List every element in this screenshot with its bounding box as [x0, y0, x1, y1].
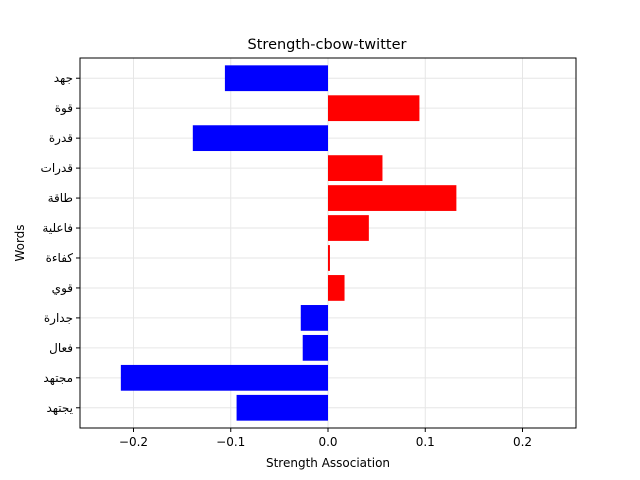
x-tick-label: 0.1 [416, 435, 435, 449]
x-axis-ticks: −0.2 −0.1 0.0 0.1 0.2 [119, 428, 532, 449]
y-tick-label: فعال [49, 341, 73, 355]
x-tick-label: 0.0 [318, 435, 337, 449]
y-tick-label: قوي [52, 281, 73, 296]
x-tick-label: −0.1 [216, 435, 245, 449]
y-axis-ticks: جهد قوة قدرة قدرات طاقة فاعلية كفاءة قوي جدارة فع… [41, 71, 80, 415]
y-tick-label: جدارة [44, 311, 73, 326]
bar [300, 305, 328, 331]
bar [328, 275, 345, 301]
bar [302, 334, 328, 361]
bar [328, 245, 330, 271]
y-axis-label: Words [13, 224, 27, 261]
bar [328, 215, 369, 241]
bar [120, 364, 328, 391]
x-tick-label: −0.2 [119, 435, 148, 449]
y-tick-label: طاقة [48, 191, 73, 205]
bar [328, 185, 457, 211]
y-tick-label: قوة [55, 101, 73, 116]
bar [192, 125, 328, 152]
bar [224, 65, 328, 92]
bar [328, 95, 420, 122]
bar [236, 394, 328, 421]
y-tick-label: قدرة [49, 131, 73, 146]
x-axis-label: Strength Association [266, 456, 390, 470]
y-tick-label: كفاءة [46, 251, 74, 265]
y-tick-label: فاعلية [42, 221, 73, 235]
x-tick-label: 0.2 [513, 435, 532, 449]
y-tick-label: مجتهد [43, 371, 73, 385]
y-tick-label: قدرات [41, 161, 73, 176]
bars [120, 65, 457, 421]
bar [328, 155, 383, 181]
y-tick-label: يجتهد [46, 401, 73, 415]
chart-title: Strength-cbow-twitter [248, 37, 407, 53]
y-tick-label: جهد [54, 71, 73, 85]
